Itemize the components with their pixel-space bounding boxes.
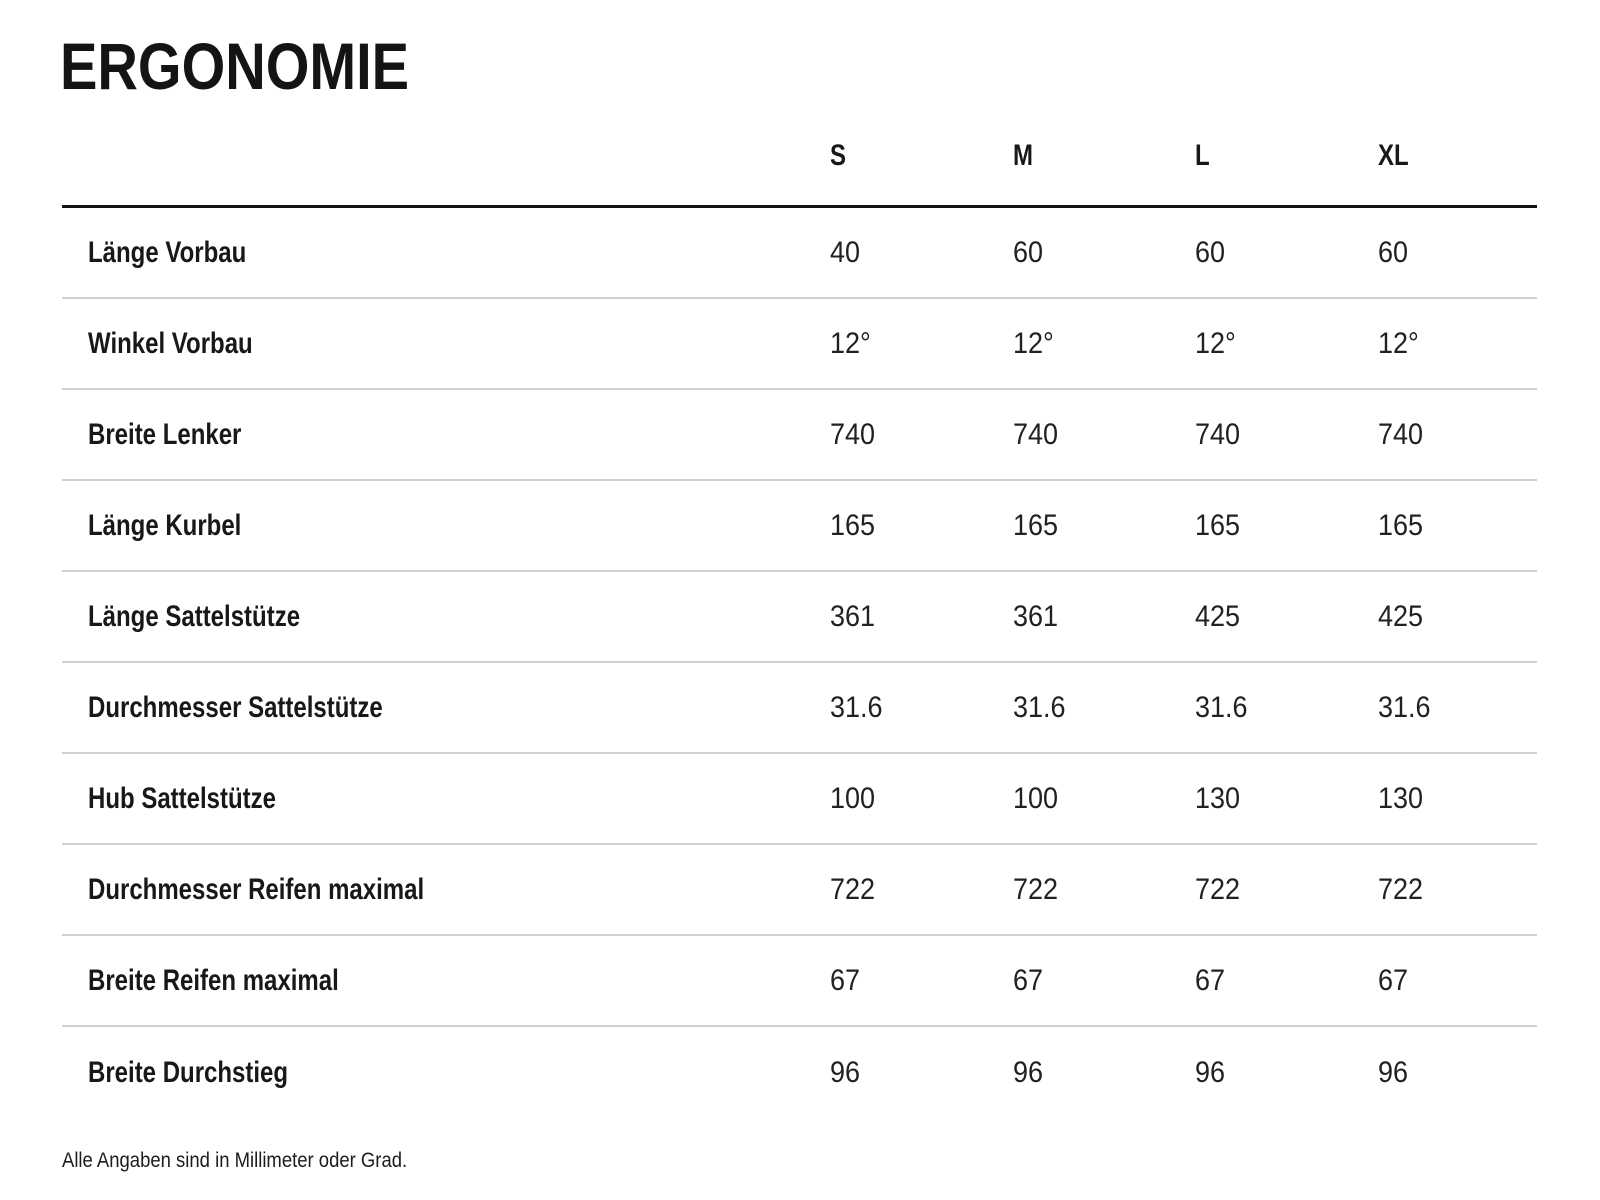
cell-value: 96 [830,1055,861,1089]
table-row: Länge Vorbau 40 60 60 60 [62,208,1537,299]
cell-value: 722 [1013,872,1059,906]
cell-value: 130 [1378,781,1424,815]
row-label: Länge Sattelstütze [88,599,301,633]
cell-value: 165 [1013,508,1059,542]
table-row: Durchmesser Reifen maximal 722 722 722 7… [62,845,1537,936]
row-label: Breite Durchstieg [88,1055,289,1089]
ergonomics-spec-table: S M L XL Länge Vorbau 40 60 60 60 Winkel Vo… [62,120,1537,1118]
cell-value: 31.6 [1378,690,1431,724]
column-header-xl: XL [1378,138,1409,172]
cell-value: 740 [830,417,876,451]
table-row: Durchmesser Sattelstütze 31.6 31.6 31.6 … [62,663,1537,754]
cell-value: 96 [1013,1055,1044,1089]
table-row: Breite Reifen maximal 67 67 67 67 [62,936,1537,1027]
table-row: Länge Kurbel 165 165 165 165 [62,481,1537,572]
cell-value: 361 [830,599,876,633]
cell-value: 40 [830,235,861,269]
table-row: Breite Lenker 740 740 740 740 [62,390,1537,481]
cell-value: 722 [1195,872,1241,906]
table-row: Hub Sattelstütze 100 100 130 130 [62,754,1537,845]
column-header-l: L [1195,138,1210,172]
cell-value: 740 [1378,417,1424,451]
column-header-m: M [1013,138,1033,172]
cell-value: 96 [1195,1055,1226,1089]
row-label: Hub Sattelstütze [88,781,277,815]
row-label: Länge Kurbel [88,508,242,542]
cell-value: 31.6 [1195,690,1248,724]
cell-value: 12° [1195,326,1236,360]
cell-value: 165 [1195,508,1241,542]
cell-value: 60 [1013,235,1044,269]
cell-value: 12° [830,326,871,360]
row-label: Winkel Vorbau [88,326,253,360]
page-title-text: ERGONOMIE [60,29,410,104]
cell-value: 31.6 [1013,690,1066,724]
cell-value: 100 [830,781,876,815]
cell-value: 100 [1013,781,1059,815]
cell-value: 740 [1195,417,1241,451]
row-label: Durchmesser Sattelstütze [88,690,383,724]
cell-value: 722 [1378,872,1424,906]
column-header-s: S [830,138,847,172]
row-label: Länge Vorbau [88,235,247,269]
cell-value: 165 [1378,508,1424,542]
table-row: Winkel Vorbau 12° 12° 12° 12° [62,299,1537,390]
page-title: ERGONOMIE [60,33,471,99]
cell-value: 740 [1013,417,1059,451]
cell-value: 165 [830,508,876,542]
cell-value: 60 [1195,235,1226,269]
cell-value: 12° [1013,326,1054,360]
size-header-row: S M L XL [62,120,1537,208]
cell-value: 67 [830,963,861,997]
cell-value: 12° [1378,326,1419,360]
cell-value: 722 [830,872,876,906]
cell-value: 31.6 [830,690,883,724]
cell-value: 130 [1195,781,1241,815]
cell-value: 67 [1013,963,1044,997]
cell-value: 60 [1378,235,1409,269]
cell-value: 96 [1378,1055,1409,1089]
row-label: Breite Lenker [88,417,242,451]
cell-value: 67 [1195,963,1226,997]
row-label: Durchmesser Reifen maximal [88,872,425,906]
table-row: Länge Sattelstütze 361 361 425 425 [62,572,1537,663]
row-label: Breite Reifen maximal [88,963,339,997]
cell-value: 425 [1378,599,1424,633]
cell-value: 425 [1195,599,1241,633]
cell-value: 67 [1378,963,1409,997]
units-footnote: Alle Angaben sind in Millimeter oder Gra… [62,1149,408,1172]
table-row: Breite Durchstieg 96 96 96 96 [62,1027,1537,1118]
cell-value: 361 [1013,599,1059,633]
